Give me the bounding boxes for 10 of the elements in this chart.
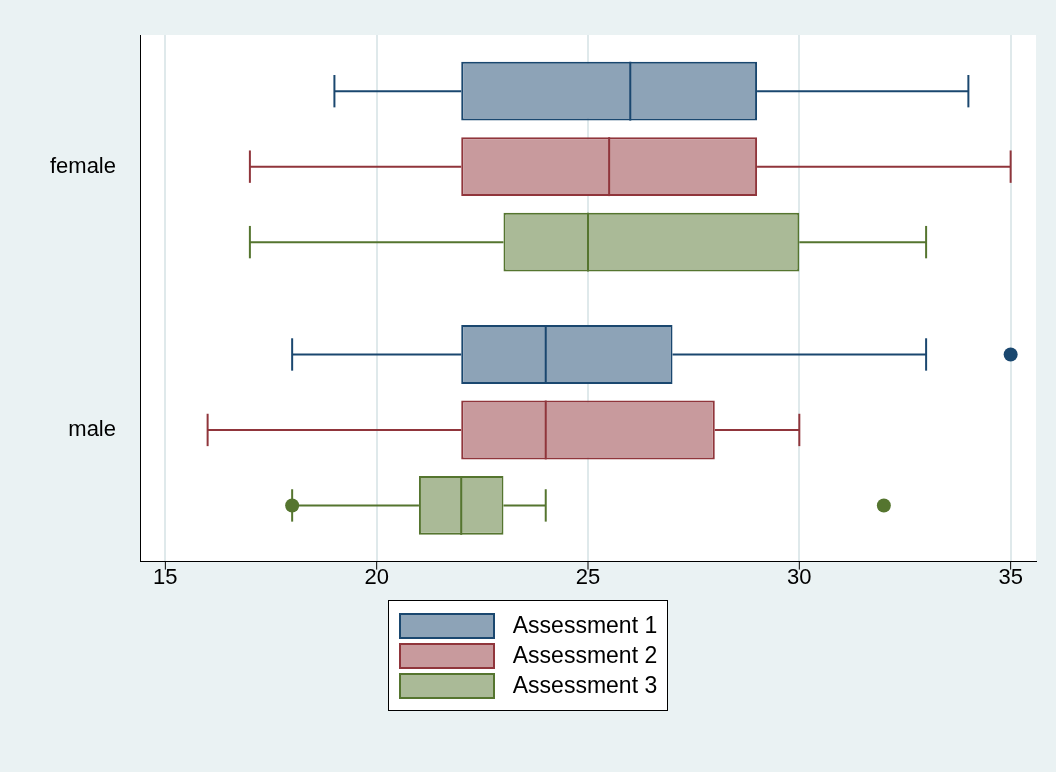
legend-label: Assessment 3 (512, 672, 658, 699)
y-tick-label: male (68, 416, 116, 442)
x-tick-label: 25 (575, 563, 601, 589)
legend-label: Assessment 2 (512, 642, 658, 669)
y-tick-label: female (49, 152, 116, 178)
x-tick-label: 20 (364, 563, 389, 589)
x-tick-label: 15 (153, 563, 178, 589)
x-tick-label: 35 (998, 563, 1023, 589)
x-tick-label: 30 (787, 563, 812, 589)
legend-label: Assessment 1 (512, 612, 658, 639)
